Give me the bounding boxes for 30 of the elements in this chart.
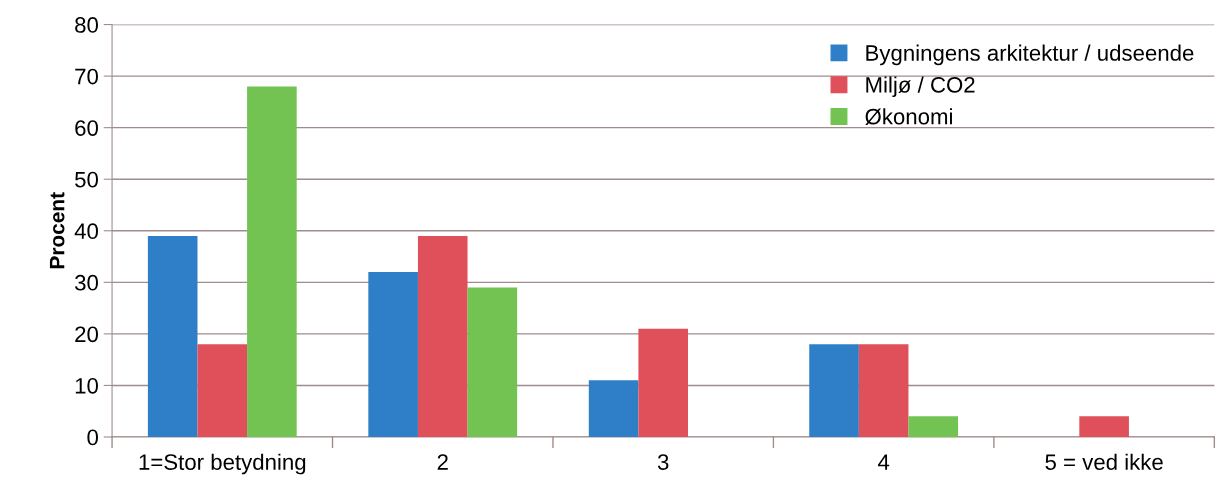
y-tick-label: 30 bbox=[74, 274, 98, 291]
bar bbox=[858, 344, 909, 437]
y-tick-label: 60 bbox=[75, 120, 98, 136]
x-tick-label: 5 = ved ikke bbox=[1045, 453, 1163, 470]
bar bbox=[147, 235, 198, 437]
bar bbox=[908, 416, 959, 437]
bar bbox=[588, 380, 639, 437]
legend-label: Bygningens arkitektur / udseende bbox=[866, 44, 1194, 66]
bar bbox=[368, 272, 418, 437]
bar bbox=[1079, 416, 1129, 437]
y-tick-label: 0 bbox=[87, 429, 98, 446]
bar bbox=[467, 287, 518, 437]
y-tick-label: 70 bbox=[75, 68, 98, 85]
bar bbox=[247, 86, 297, 437]
x-tick-label: 4 bbox=[877, 454, 890, 470]
legend-label: Miljø / CO2 bbox=[866, 76, 975, 98]
bar bbox=[809, 344, 859, 437]
y-tick-label: 80 bbox=[75, 17, 98, 33]
y-tick-label: 50 bbox=[75, 171, 98, 188]
y-tick-label: 20 bbox=[75, 326, 98, 343]
y-tick-label: 10 bbox=[75, 377, 98, 394]
x-tick-label: 3 bbox=[657, 454, 669, 470]
x-tick-label: 1=Stor betydning bbox=[139, 453, 306, 475]
y-axis-title: Procent bbox=[49, 192, 65, 269]
y-tick-label: 40 bbox=[74, 223, 98, 240]
bar bbox=[197, 344, 248, 437]
bar bbox=[638, 328, 688, 437]
x-tick-label: 2 bbox=[437, 454, 448, 470]
legend-label: Økonomi bbox=[865, 108, 952, 125]
bar bbox=[417, 235, 468, 437]
